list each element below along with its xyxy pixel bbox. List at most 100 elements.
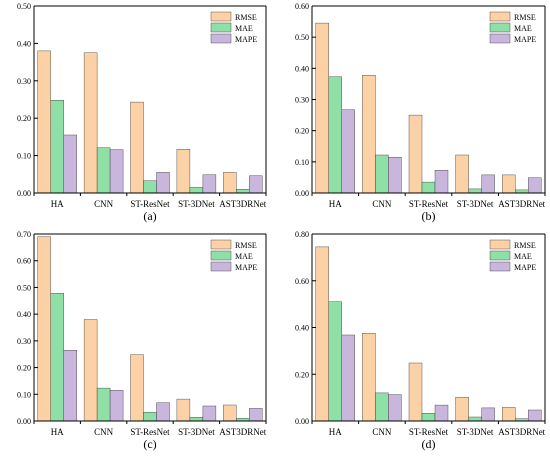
bar-rmse-ha [37, 236, 51, 422]
bar-mae-st-3dnet [189, 417, 204, 422]
y-tick-label: 0.00 [295, 417, 309, 426]
x-tick-label: HA [51, 427, 64, 437]
y-tick-label: 0.20 [295, 370, 309, 379]
y-tick-label: 0.50 [17, 2, 31, 11]
bar-mape-cnn [388, 394, 402, 422]
legend-swatch-mape [210, 261, 232, 272]
y-tick-label: 0.60 [295, 2, 309, 11]
panel-label: (d) [422, 437, 436, 451]
legend-label-mae: MAE [235, 24, 253, 33]
bar-rmse-st-resnet [408, 114, 423, 194]
bar-mape-ha [341, 109, 355, 194]
bar-rmse-ha [37, 50, 51, 194]
y-tick-label: 0.30 [17, 77, 31, 86]
bar-rmse-cnn [362, 74, 376, 194]
panel-label: (a) [143, 209, 156, 223]
x-tick-label: ST-3DNet [178, 199, 215, 209]
x-tick-label: AST3DRNet [498, 427, 545, 437]
bar-rmse-st-resnet [130, 101, 144, 194]
y-tick-label: 0.40 [17, 310, 31, 319]
legend-label-mape: MAPE [235, 35, 257, 44]
bar-mape-st-3dnet [481, 407, 495, 422]
legend-label-mape: MAPE [514, 263, 536, 272]
x-tick-label: ST-ResNet [409, 199, 449, 209]
bar-rmse-st-3dnet [455, 154, 469, 194]
x-tick-label: CNN [94, 199, 114, 209]
bar-mae-st-resnet [421, 181, 436, 194]
legend-swatch-mae [489, 250, 511, 261]
bar-mae-cnn [96, 387, 111, 422]
bar-mape-st-resnet [434, 169, 449, 194]
y-tick-label: 0.30 [17, 337, 31, 346]
bar-mae-cnn [375, 154, 389, 194]
bar-mape-st-3dnet [481, 174, 495, 194]
bar-mae-st-3dnet [468, 416, 482, 422]
x-tick-label: HA [329, 427, 342, 437]
panel-label: (c) [143, 437, 156, 451]
bar-mae-st-resnet [143, 412, 157, 422]
bar-mape-ast3drnet [528, 409, 542, 422]
y-tick-label: 0.10 [17, 152, 31, 161]
legend-swatch-rmse [210, 11, 232, 22]
y-tick-label: 0.30 [295, 96, 309, 105]
y-tick-label: 0.10 [17, 390, 31, 399]
bar-rmse-st-3dnet [176, 148, 191, 194]
y-tick-label: 0.20 [17, 364, 31, 373]
legend-label-mae: MAE [235, 252, 253, 261]
legend-swatch-mape [210, 33, 232, 44]
y-tick-label: 0.60 [17, 257, 31, 266]
legend-swatch-rmse [210, 239, 232, 250]
bar-mape-ha [63, 350, 77, 422]
bar-rmse-ha [315, 22, 329, 194]
bar-mape-ha [63, 134, 77, 194]
bar-mae-st-resnet [421, 413, 436, 422]
bar-mape-st-3dnet [202, 174, 217, 194]
bar-rmse-ha [315, 246, 329, 422]
bar-mape-ha [341, 334, 355, 422]
x-tick-label: ST-ResNet [130, 427, 170, 437]
bar-rmse-st-resnet [408, 362, 423, 422]
bar-mape-ast3drnet [249, 175, 263, 194]
y-tick-label: 0.40 [295, 64, 309, 73]
legend-swatch-mape [489, 261, 511, 272]
x-tick-label: AST3DRNet [219, 427, 266, 437]
legend-label-rmse: RMSE [235, 241, 257, 250]
bar-mae-st-3dnet [189, 187, 204, 194]
legend-swatch-mae [210, 22, 232, 33]
bar-mae-st-3dnet [468, 188, 482, 194]
chart-panel-1: HA CNN ST-ResNet ST-3DNet AST3DRNet 0.00 0.10 0… [17, 2, 267, 223]
x-tick-label: CNN [372, 199, 392, 209]
x-tick-label: AST3DRNet [219, 199, 266, 209]
x-tick-label: ST-ResNet [409, 427, 449, 437]
legend-swatch-mape [489, 33, 511, 44]
y-tick-label: 0.50 [17, 283, 31, 292]
x-tick-label: HA [51, 199, 64, 209]
x-tick-label: CNN [94, 427, 114, 437]
x-tick-label: ST-ResNet [130, 199, 170, 209]
y-tick-label: 0.20 [17, 114, 31, 123]
legend-swatch-mae [489, 22, 511, 33]
bar-mae-ha [50, 293, 64, 422]
bar-mape-st-resnet [434, 404, 449, 422]
y-tick-label: 0.10 [295, 158, 309, 167]
y-tick-label: 0.60 [295, 277, 309, 286]
y-tick-label: 0.40 [17, 39, 31, 48]
bar-rmse-cnn [362, 333, 376, 422]
bar-rmse-st-3dnet [176, 398, 191, 422]
y-tick-label: 0.80 [295, 230, 309, 239]
bar-mape-cnn [109, 390, 124, 422]
x-tick-label: ST-3DNet [178, 427, 215, 437]
bar-rmse-ast3drnet [502, 174, 516, 194]
chart-panel-4: HA CNN ST-ResNet ST-3DNet AST3DRNet 0.00 0.20 0… [295, 230, 546, 451]
bar-mae-cnn [375, 392, 389, 422]
x-tick-label: CNN [372, 427, 392, 437]
bar-mae-ha [328, 76, 342, 194]
legend-label-mape: MAPE [235, 263, 257, 272]
y-tick-label: 0.50 [295, 33, 309, 42]
y-tick-label: 0.00 [17, 189, 31, 198]
bar-mape-st-resnet [156, 172, 170, 194]
bar-mae-ha [50, 99, 64, 194]
bar-mae-st-resnet [143, 180, 157, 194]
